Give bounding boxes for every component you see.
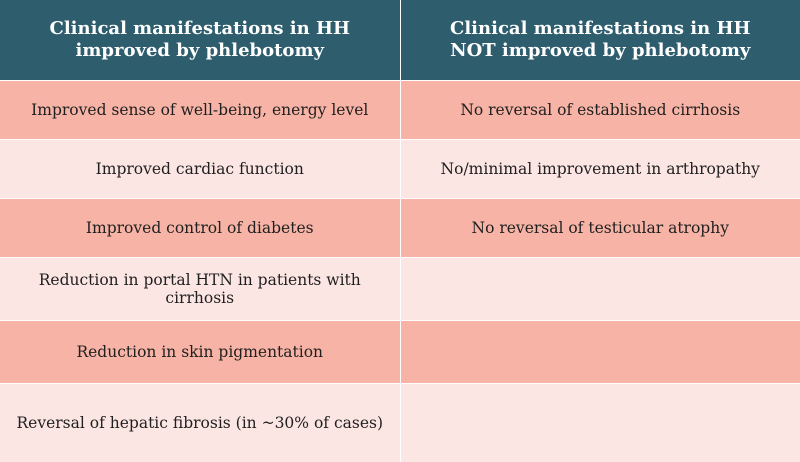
header-not-improved: Clinical manifestations in HH NOT improv…: [399, 0, 800, 80]
table-row: Improved cardiac function No/minimal imp…: [0, 140, 800, 199]
improved-cell: Improved cardiac function: [95, 160, 304, 178]
table-row: Improved control of diabetes No reversal…: [0, 199, 800, 258]
header-improved: Clinical manifestations in HH improved b…: [49, 18, 350, 61]
not-improved-cell: [399, 321, 800, 383]
improved-cell: Improved control of diabetes: [85, 219, 314, 237]
table-row: Reversal of hepatic fibrosis (in ~30% of…: [0, 384, 800, 462]
improved-cell: Reduction in portal HTN in patients with…: [38, 271, 361, 307]
not-improved-cell: No/minimal improvement in arthropathy: [399, 140, 800, 198]
improved-cell: Reversal of hepatic fibrosis (in ~30% of…: [16, 414, 384, 432]
not-improved-cell: [399, 258, 800, 320]
table-header-row: Clinical manifestations in HH improved b…: [0, 0, 800, 81]
not-improved-cell: No reversal of testicular atrophy: [399, 199, 800, 257]
not-improved-cell: No reversal of established cirrhosis: [399, 81, 800, 139]
improved-cell: Reduction in skin pigmentation: [76, 343, 324, 361]
table-row: Improved sense of well-being, energy lev…: [0, 81, 800, 140]
table-row: Reduction in skin pigmentation: [0, 321, 800, 384]
table-row: Reduction in portal HTN in patients with…: [0, 258, 800, 321]
improved-cell: Improved sense of well-being, energy lev…: [31, 101, 369, 119]
not-improved-cell: [399, 384, 800, 462]
